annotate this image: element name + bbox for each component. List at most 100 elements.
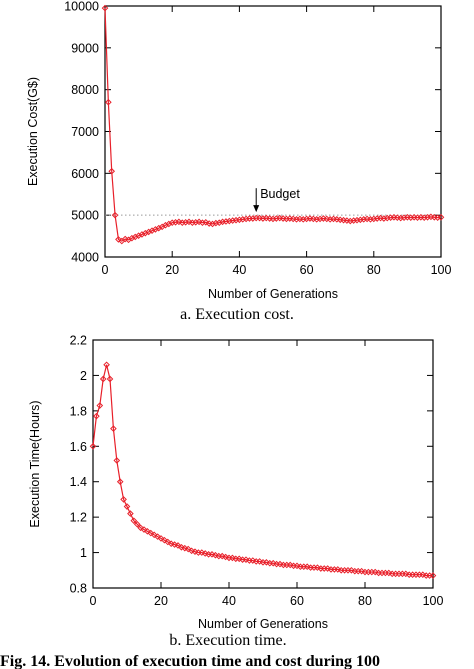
x-tick-label: 100	[423, 594, 444, 608]
data-point	[121, 235, 129, 243]
data-point	[106, 375, 114, 383]
data-point	[167, 540, 175, 548]
data-point	[303, 563, 311, 571]
data-point	[402, 570, 410, 578]
data-point	[269, 559, 277, 567]
data-point	[191, 548, 199, 555]
data-point	[358, 567, 365, 575]
data-point	[161, 536, 168, 544]
y-tick-label: 1.6	[70, 440, 87, 454]
caption-execution-time: b. Execution time.	[169, 632, 286, 649]
data-point	[171, 541, 178, 548]
y-tick-label: 2	[80, 369, 87, 383]
data-point	[229, 554, 236, 562]
y-axis-title: Execution Time(Hours)	[28, 400, 42, 527]
y-tick-label: 1.8	[70, 404, 87, 418]
data-point	[99, 375, 107, 383]
chart-execution-time: 0 20 40 60 80 100 0.8 1 1.2 1.4 1.6 1.8 2 2.2 Number o…	[28, 334, 443, 632]
data-point	[178, 543, 185, 551]
budget-arrow-head	[253, 205, 260, 213]
data-point	[208, 551, 216, 558]
data-point	[293, 562, 301, 570]
data-point	[133, 520, 141, 528]
y-tick-label: 5000	[71, 209, 99, 223]
figure-caption: Fig. 14. Evolution of execution time and…	[0, 653, 380, 669]
data-point	[286, 561, 294, 569]
data-point	[108, 167, 116, 175]
data-point	[116, 478, 124, 486]
data-point	[334, 566, 342, 573]
data-point	[212, 551, 219, 559]
data-point	[137, 524, 144, 532]
y-tick-label: 1.4	[70, 475, 87, 489]
data-point	[164, 538, 172, 546]
data-point	[103, 361, 110, 369]
x-tick-label: 60	[290, 594, 304, 608]
y-tick-label: 1	[80, 546, 87, 560]
data-point	[195, 218, 203, 226]
data-point	[184, 545, 192, 553]
x-tick-label: 20	[154, 594, 168, 608]
data-point	[140, 526, 148, 533]
data-point	[101, 4, 109, 12]
data-point	[201, 550, 209, 557]
data-point	[111, 211, 119, 219]
y-tick-label: 6000	[71, 167, 99, 181]
data-point	[202, 218, 210, 226]
data-point	[419, 571, 427, 579]
data-point	[123, 503, 131, 510]
data-point	[130, 517, 138, 524]
x-tick-label: 20	[165, 263, 179, 277]
data-point	[113, 457, 121, 464]
data-point	[188, 547, 195, 555]
chart-execution-cost: 0 20 40 60 80 100 4000 5000 6000 7000 8000 9000 1000…	[26, 0, 451, 301]
y-tick-label: 10000	[64, 0, 99, 14]
data-point	[93, 412, 100, 420]
series-line	[104, 8, 442, 242]
data-point	[235, 555, 243, 563]
x-axis-title: Number of Generations	[198, 617, 328, 631]
data-point	[154, 533, 161, 540]
x-tick-label: 100	[431, 263, 452, 277]
y-tick-label: 9000	[71, 41, 99, 55]
data-point	[276, 560, 284, 568]
data-point	[263, 559, 270, 566]
data-point	[215, 219, 223, 227]
data-point	[314, 564, 321, 571]
data-point	[105, 98, 112, 106]
y-tick-label: 8000	[71, 83, 99, 97]
series-line	[92, 364, 433, 577]
data-point	[89, 442, 97, 450]
data-point	[371, 568, 379, 576]
y-tick-label: 7000	[71, 125, 99, 139]
budget-label: Budget	[260, 187, 300, 201]
data-point	[157, 535, 165, 542]
x-tick-label: 40	[232, 263, 246, 277]
data-point	[242, 556, 250, 563]
x-tick-label: 80	[367, 263, 381, 277]
data-point	[147, 529, 155, 537]
data-point	[249, 557, 257, 564]
plot-frame	[92, 339, 434, 589]
data-point	[185, 218, 193, 226]
data-point	[96, 402, 104, 409]
data-point	[110, 425, 117, 432]
data-point	[218, 552, 226, 560]
data-point	[385, 569, 393, 577]
x-tick-label: 60	[300, 263, 314, 277]
data-point	[198, 549, 206, 556]
y-tick-label: 2.2	[70, 334, 87, 348]
data-point	[348, 566, 355, 574]
x-tick-label: 0	[90, 594, 97, 608]
data-point	[429, 572, 437, 579]
data-point	[175, 218, 183, 226]
y-tick-label: 1.2	[70, 511, 87, 525]
data-point	[209, 220, 216, 228]
data-point	[174, 542, 182, 549]
x-axis-title: Number of Generations	[208, 287, 338, 301]
data-point	[256, 558, 263, 565]
data-point	[127, 510, 134, 517]
y-tick-label: 4000	[71, 251, 99, 265]
data-point	[150, 531, 158, 539]
